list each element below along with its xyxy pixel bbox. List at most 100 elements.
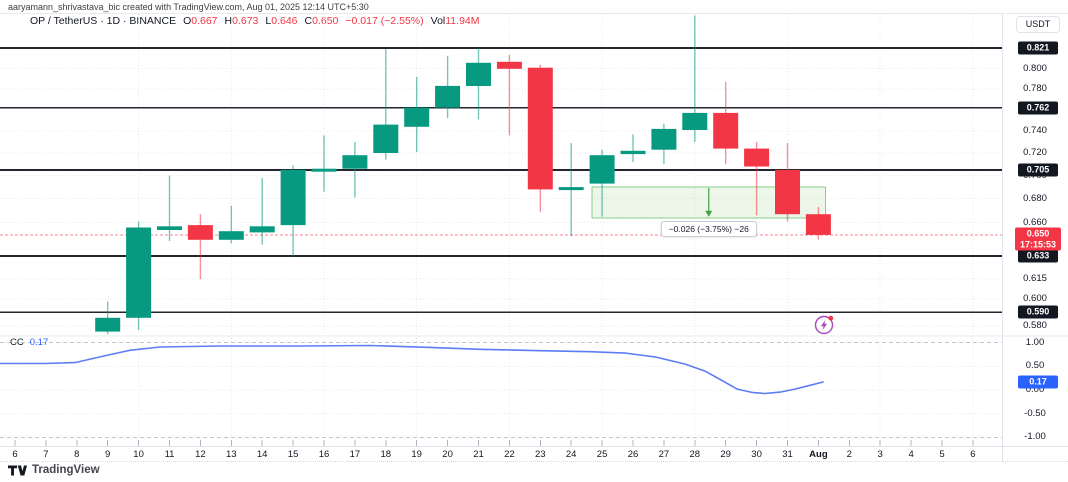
time-axis-label: 5: [939, 449, 945, 460]
candle-body: [126, 227, 152, 318]
candle-body: [95, 317, 121, 332]
time-axis-label: 17: [349, 449, 361, 460]
candle-body: [280, 169, 306, 226]
lightning-bolt-glyph: [820, 319, 828, 331]
candle-jul-15: [280, 165, 306, 258]
time-axis-label: 3: [877, 449, 883, 460]
candle-body: [496, 61, 522, 69]
time-axis-label: 13: [226, 449, 237, 460]
time-axis-label: 10: [133, 449, 144, 460]
candle-jul-23: [527, 64, 553, 212]
cc-indicator-line: [0, 344, 824, 395]
candle-jul-26: [620, 134, 646, 162]
notification-dot: [828, 315, 834, 321]
time-axis-label: 27: [658, 449, 670, 460]
candle-jul-19: [404, 76, 430, 152]
candle-body: [682, 112, 708, 130]
low-label: L: [265, 15, 272, 27]
attribution-text: aaryamann_shrivastava_bic created with T…: [8, 2, 369, 12]
time-axis[interactable]: 6 7 8 9 10 11 12 13 14 15 16 17 18 19 20 21 22 23 24 25 26 27…: [0, 446, 1068, 462]
candle-jul-14: [249, 177, 275, 245]
time-axis-label: 11: [164, 449, 175, 460]
indicator-legend: CC 0.17: [10, 337, 48, 348]
candle-jul-18: [373, 49, 399, 160]
open-label: O: [183, 15, 192, 27]
time-axis-label: 19: [411, 449, 422, 460]
time-axis-label: 24: [565, 449, 577, 460]
bottom-dotted-line: [0, 461, 1068, 462]
candle-body: [527, 67, 553, 190]
candle-body: [373, 124, 399, 153]
candle-jul-21: [466, 48, 491, 120]
candle-body: [558, 187, 584, 191]
time-axis-label: 18: [380, 449, 392, 460]
time-axis-label: 6: [12, 449, 18, 460]
price-range-tooltip: −0.026 (−3.75%) −26: [660, 220, 757, 237]
time-axis-label: 31: [782, 449, 793, 460]
candle-jul-31: [775, 143, 800, 222]
time-axis-label: 22: [504, 449, 515, 460]
close-value: 0.650: [312, 15, 339, 27]
close-label: C: [304, 15, 313, 27]
candle-body: [404, 107, 430, 127]
candle-body: [713, 112, 739, 149]
header-divider: [0, 13, 1068, 14]
candle-body: [620, 150, 646, 155]
candle-jul-17: [342, 142, 368, 198]
candle-jul-28: [682, 15, 708, 142]
candle-body: [157, 226, 182, 230]
time-axis-label: 28: [689, 449, 701, 460]
candle-body: [466, 62, 491, 86]
candle-jul-20: [435, 55, 461, 119]
candle-jul-13: [218, 205, 244, 244]
candle-jul-16: [311, 135, 337, 192]
candle-body: [775, 169, 800, 215]
lightning-alert-icon[interactable]: [814, 315, 834, 335]
change-value: −0.017 (−2.55%): [345, 15, 424, 27]
watermark-text: TradingView: [32, 464, 100, 476]
candle-body: [311, 168, 337, 172]
candle-jul-29: [713, 81, 739, 165]
time-axis-label: 15: [287, 449, 299, 460]
candle-jul-10: [126, 221, 152, 331]
symbol-title[interactable]: OP / TetherUS · 1D · BINANCE: [30, 15, 177, 27]
candle-jul-11: [157, 175, 182, 241]
time-axis-label: 16: [318, 449, 330, 460]
time-axis-label: 12: [195, 449, 206, 460]
candle-aug-1: [805, 207, 831, 240]
volume-label: Vol: [430, 15, 446, 27]
indicator-name: CC: [10, 337, 24, 348]
time-axis-label: 20: [442, 449, 453, 460]
candle-jul-22: [496, 54, 522, 136]
high-label: H: [224, 15, 233, 27]
candle-body: [342, 155, 368, 169]
high-value: 0.673: [232, 15, 259, 27]
candle-jul-12: [187, 214, 213, 280]
time-axis-label: 4: [908, 449, 914, 460]
candle-body: [218, 231, 244, 240]
candle-body: [589, 155, 615, 184]
time-axis-label: 9: [105, 449, 111, 460]
candle-body: [249, 226, 275, 233]
candle-jul-27: [651, 123, 677, 165]
price-axis-divider: [1002, 14, 1003, 462]
low-value: 0.646: [271, 15, 298, 27]
time-axis-label: 21: [473, 449, 484, 460]
time-axis-label: 14: [256, 449, 268, 460]
candle-jul-24: [558, 143, 584, 237]
alert-circle: [814, 315, 834, 335]
price-range-arrow-head: [705, 210, 713, 217]
time-axis-label: 23: [535, 449, 546, 460]
candle-body: [651, 128, 677, 150]
time-axis-label: 26: [627, 449, 639, 460]
candle-jul-25: [589, 149, 615, 217]
indicator-value: 0.17: [29, 337, 49, 348]
time-axis-label: Aug: [809, 449, 828, 460]
open-value: 0.667: [191, 15, 218, 27]
time-axis-label: 6: [970, 449, 976, 460]
candle-body: [435, 85, 461, 108]
time-axis-label: 30: [751, 449, 762, 460]
tradingview-watermark[interactable]: TradingView: [8, 464, 100, 476]
